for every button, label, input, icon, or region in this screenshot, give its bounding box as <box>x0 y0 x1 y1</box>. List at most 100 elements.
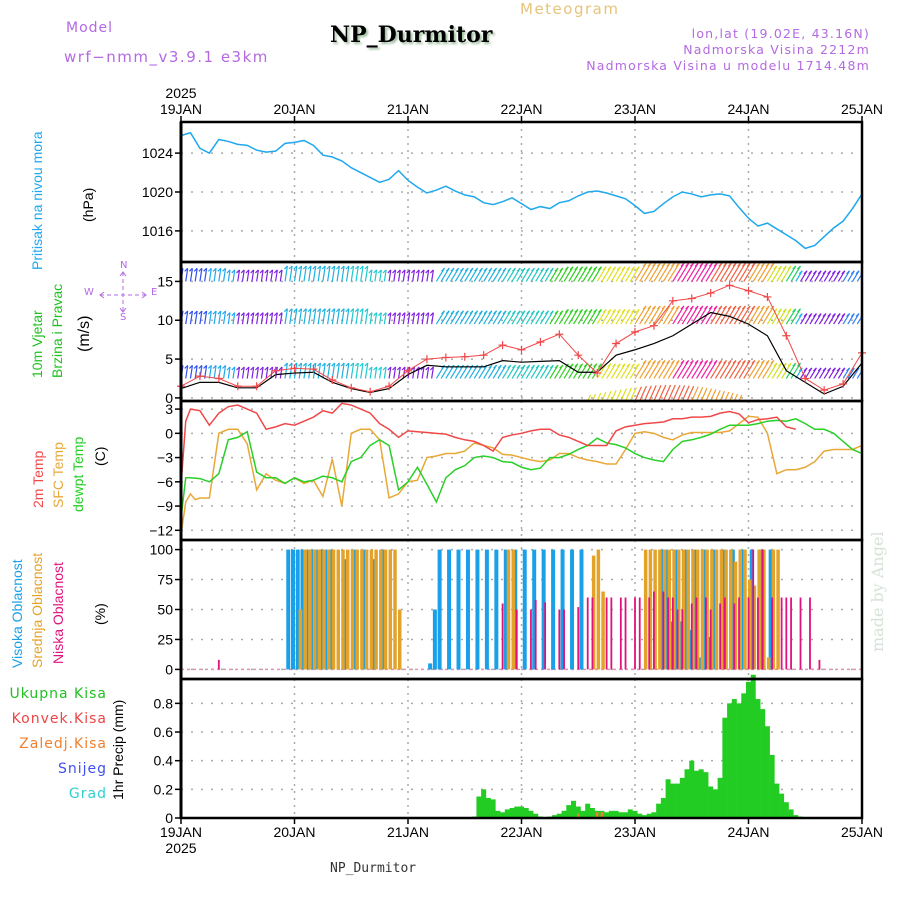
wind-barb-head <box>317 308 321 313</box>
cloud-low-bar <box>818 659 821 670</box>
wind-barb-head <box>671 359 675 364</box>
wind-barb <box>672 360 685 379</box>
wind-barb <box>303 308 307 325</box>
wind-barb <box>610 363 621 379</box>
wind-barb-head <box>792 265 797 270</box>
wind-barb-head <box>831 270 836 275</box>
cloud-high-bar <box>309 549 314 670</box>
cloud-high-bar <box>286 549 291 670</box>
wind-barb-head <box>340 308 345 313</box>
x-tick-label-top: 25JAN <box>841 101 883 117</box>
wind-barb-head <box>583 309 588 313</box>
wind-barb <box>591 309 602 325</box>
cloud-low-bar <box>501 603 504 670</box>
wind-barb <box>743 263 756 282</box>
wind-barb-head <box>382 366 387 371</box>
cloud-mid-bar <box>719 549 724 670</box>
wind-barb-head <box>549 267 554 272</box>
precip-total-bar <box>741 693 747 818</box>
wind-barb-head <box>855 270 860 275</box>
wind-barb <box>705 263 718 282</box>
wind-barb <box>341 308 345 325</box>
wind-barb-head <box>288 362 293 367</box>
wind-barb <box>516 267 526 282</box>
wind-barb-head <box>231 366 236 371</box>
wind-barb-head <box>377 312 382 317</box>
wind-barb-head <box>787 362 792 367</box>
wind-barb-head <box>612 309 617 313</box>
wind-barb-head <box>526 310 531 315</box>
wind-barb-head <box>760 305 765 310</box>
cloud-high-bar <box>551 549 556 670</box>
wind-barb-head <box>478 310 483 315</box>
wind-barb <box>539 364 550 379</box>
wind-gust-marker <box>441 353 450 362</box>
wind-barb <box>700 263 713 282</box>
wind-barb <box>520 267 531 282</box>
elevation-label: Nadmorska Visina 2212m <box>683 42 870 57</box>
cloud-high-bar <box>692 549 697 670</box>
wind-barb <box>232 312 236 325</box>
wind-barb <box>530 364 540 379</box>
wind-barb <box>383 312 387 325</box>
wind-barb <box>502 364 512 379</box>
precip-total-bar <box>746 681 751 818</box>
cloud-low-bar <box>709 609 712 670</box>
wind-barb-head <box>392 366 396 371</box>
wind-barb-head <box>283 265 288 270</box>
wind-barb <box>606 363 617 379</box>
wind-barb-head <box>616 266 621 271</box>
wind-barb-head <box>521 310 526 315</box>
cloud-high-bar <box>305 549 310 670</box>
wind-barb <box>766 308 778 325</box>
wind-barb <box>397 269 401 282</box>
wind-barb <box>620 309 631 325</box>
wind-barb <box>539 267 550 282</box>
wind-barb <box>327 265 331 282</box>
wind-barb <box>539 310 550 325</box>
wind-barb-head <box>656 359 661 364</box>
wind-barb-head <box>350 265 355 270</box>
wind-barb <box>383 269 387 282</box>
wind-barb <box>719 360 732 379</box>
wind-barb <box>208 268 212 282</box>
wind-barb-head <box>345 265 350 270</box>
wind-barb-head <box>836 367 841 372</box>
precip-ytick-label: 0 <box>165 810 173 826</box>
wind-barb-head <box>751 359 756 364</box>
wind-barb-head <box>612 266 617 271</box>
wind-barb <box>762 263 775 282</box>
wind-barb <box>516 310 526 325</box>
cloud-low-bar <box>586 597 589 670</box>
wind-barb-head <box>661 262 666 267</box>
cloud-low-bar <box>771 597 774 670</box>
wind-barb <box>483 364 493 379</box>
wind-barb-head <box>612 363 617 368</box>
wind-barb-head <box>656 262 661 267</box>
wind-barb <box>431 312 434 325</box>
wind-barb <box>743 360 756 379</box>
wind-barb-head <box>302 265 307 270</box>
precip-total-bar <box>727 703 733 818</box>
x-tick-label-bottom: 25JAN <box>841 824 883 840</box>
wind-barb <box>762 360 775 379</box>
wind-barb <box>407 366 411 379</box>
cloud-low-bar <box>638 597 641 670</box>
wind-barb-head <box>631 309 635 313</box>
wind-barb <box>213 310 217 325</box>
wind-barb <box>308 265 312 282</box>
wind-barb <box>672 263 685 282</box>
wind-barb <box>345 265 350 282</box>
precip-total-bar <box>665 779 671 818</box>
wind-barb-head <box>685 262 690 267</box>
wind-barb <box>360 308 364 325</box>
wind-barb-head <box>493 364 497 369</box>
precip-total-bar <box>519 806 524 818</box>
wind-barb-head <box>554 364 559 369</box>
cloud-high-bar <box>659 549 664 670</box>
wind-barb <box>265 269 269 282</box>
cloud-low-bar <box>619 597 622 670</box>
wind-gust-marker <box>233 382 242 391</box>
cloud-high-bar <box>570 549 575 670</box>
wind-barb-head <box>642 359 647 364</box>
